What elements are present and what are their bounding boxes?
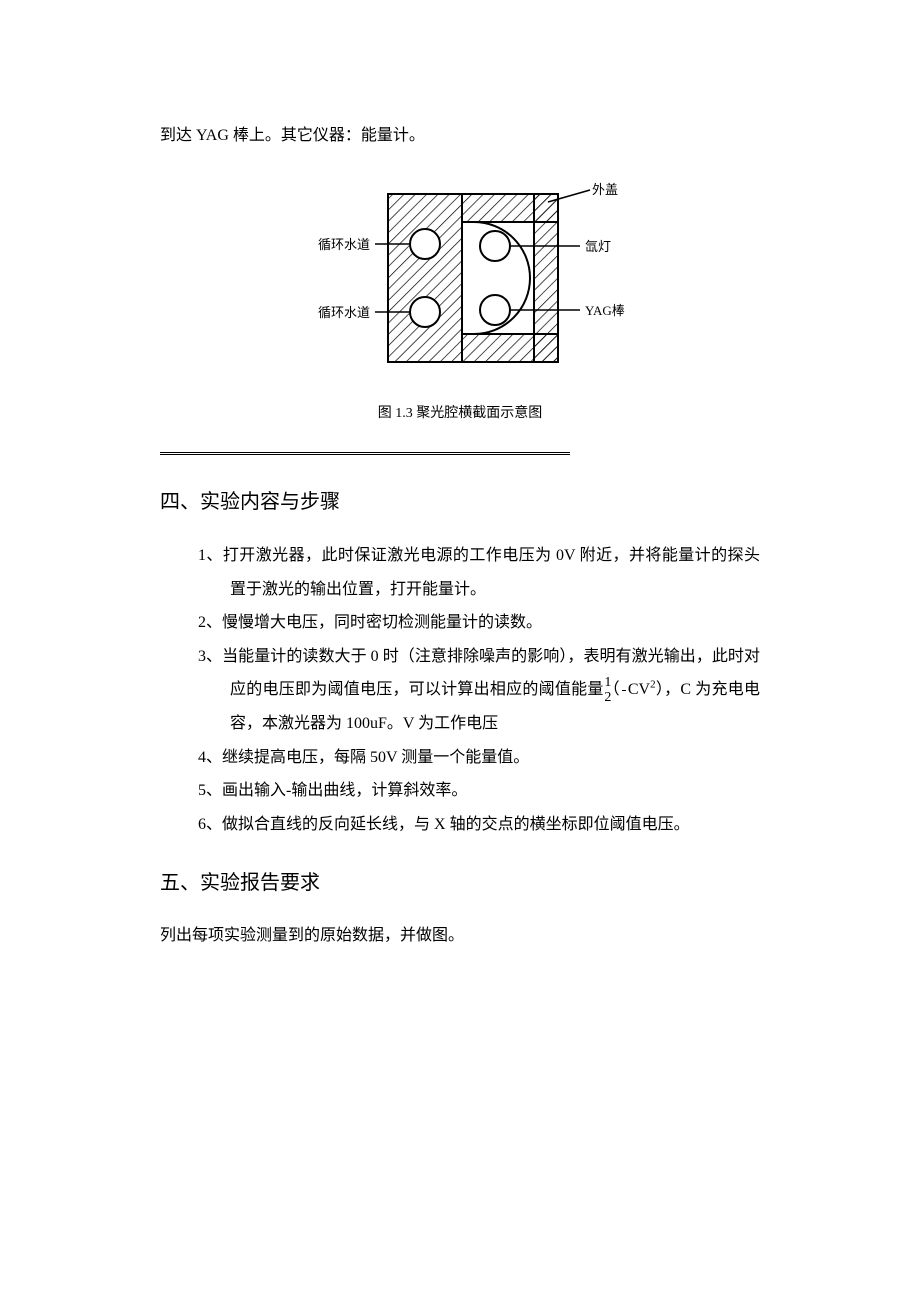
step-4-num: 4、 [198, 749, 222, 766]
steps-list: 1、打开激光器，此时保证激光电源的工作电压为 0V 附近，并将能量计的探头置于激… [160, 539, 760, 841]
label-xenon: 氙灯 [585, 239, 611, 254]
label-yag: YAG棒 [585, 303, 625, 318]
step-1-num: 1、 [198, 547, 223, 564]
section4-heading: 四、实验内容与步骤 [160, 485, 760, 514]
step-4: 4、继续提高电压，每隔 50V 测量一个能量值。 [198, 741, 760, 775]
step-3: 3、当能量计的读数大于 0 时（注意排除噪声的影响），表明有激光输出，此时对应的… [198, 640, 760, 741]
section-divider [160, 452, 570, 455]
step-4-text: 继续提高电压，每隔 50V 测量一个能量值。 [222, 749, 529, 766]
step-2: 2、慢慢增大电压，同时密切检测能量计的读数。 [198, 606, 760, 640]
step-3-num: 3、 [198, 648, 222, 665]
section5-heading: 五、实验报告要求 [160, 866, 760, 895]
label-water-top: 循环水道 [318, 237, 370, 252]
fraction: 12 [622, 676, 626, 705]
frac-num: 1 [622, 676, 626, 690]
label-cover: 外盖 [592, 182, 618, 197]
section5-body: 列出每项实验测量到的原始数据，并做图。 [160, 920, 760, 952]
label-water-bottom: 循环水道 [318, 305, 370, 320]
frac-den: 2 [622, 690, 626, 705]
step-1: 1、打开激光器，此时保证激光电源的工作电压为 0V 附近，并将能量计的探头置于激… [198, 539, 760, 606]
step-1-text: 打开激光器，此时保证激光电源的工作电压为 0V 附近，并将能量计的探头置于激光的… [223, 547, 760, 598]
step-5-num: 5、 [198, 782, 222, 799]
step-2-text: 慢慢增大电压，同时密切检测能量计的读数。 [222, 614, 542, 631]
step-6: 6、做拟合直线的反向延长线，与 X 轴的交点的横坐标即位阈值电压。 [198, 808, 760, 842]
cavity-diagram: 循环水道 循环水道 外盖 氙灯 YAG棒 图 1.3 聚光腔横截面示意图 [160, 182, 760, 422]
step-5-text: 画出输入-输出曲线，计算斜效率。 [222, 782, 467, 799]
figure-caption: 图 1.3 聚光腔横截面示意图 [378, 402, 543, 422]
step-5: 5、画出输入-输出曲线，计算斜效率。 [198, 774, 760, 808]
step-2-num: 2、 [198, 614, 222, 631]
cavity-svg: 循环水道 循环水道 外盖 氙灯 YAG棒 [280, 182, 640, 392]
step-6-num: 6、 [198, 816, 222, 833]
step-3-mid: CV [628, 681, 650, 698]
step-6-text: 做拟合直线的反向延长线，与 X 轴的交点的横坐标即位阈值电压。 [222, 816, 690, 833]
intro-text: 到达 YAG 棒上。其它仪器：能量计。 [160, 120, 760, 152]
